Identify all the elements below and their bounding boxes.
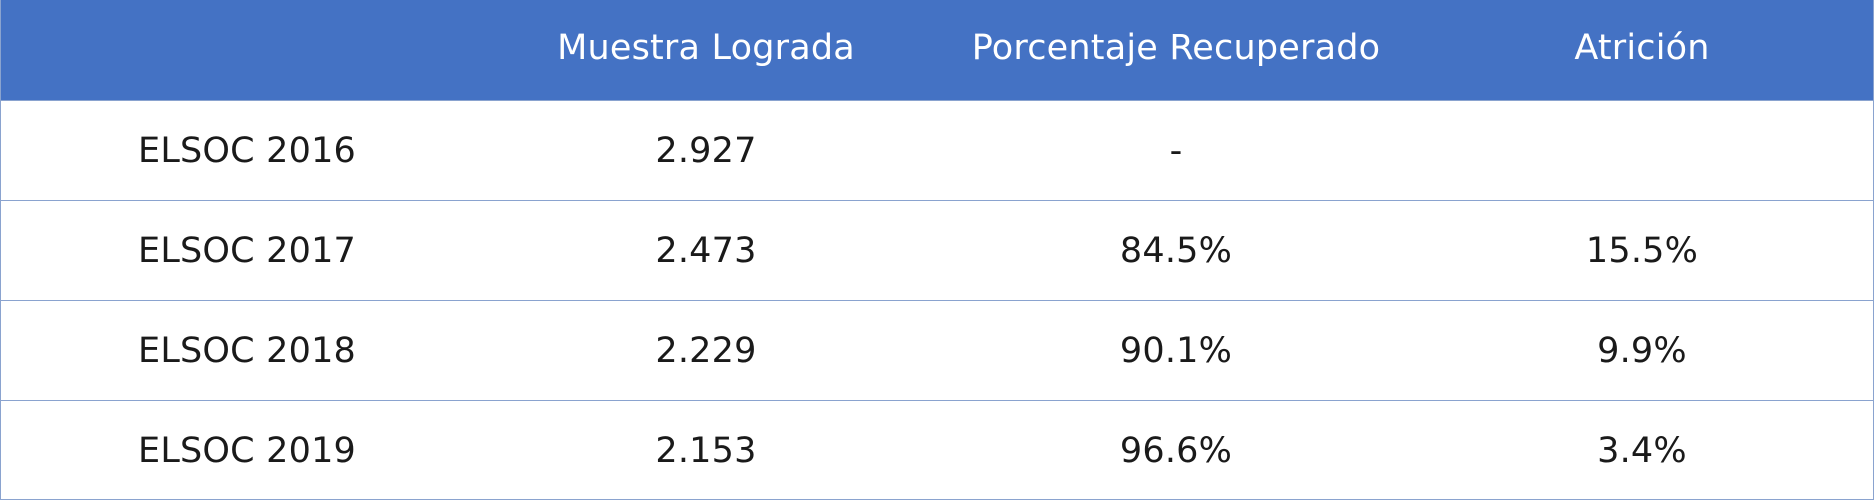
- atricion-value: 9.9%: [1597, 330, 1687, 371]
- row-label: ELSOC 2016: [138, 130, 357, 171]
- muestra-value: 2.473: [655, 230, 757, 271]
- atricion-value: [1411, 101, 1873, 200]
- row-label: ELSOC 2019: [138, 430, 357, 471]
- table-row: ELSOC 2017 2.473 84.5% 15.5%: [1, 200, 1873, 300]
- muestra-value: 2.927: [655, 130, 757, 171]
- porcentaje-value: 90.1%: [1119, 330, 1233, 371]
- muestra-value: 2.153: [655, 430, 757, 471]
- porcentaje-value: -: [1169, 130, 1183, 171]
- table-row: ELSOC 2019 2.153 96.6% 3.4%: [1, 400, 1873, 500]
- porcentaje-value: 96.6%: [1119, 430, 1233, 471]
- porcentaje-value: 84.5%: [1119, 230, 1233, 271]
- table-row: ELSOC 2016 2.927 -: [1, 100, 1873, 200]
- table-header-row: Muestra Lograda Porcentaje Recuperado At…: [1, 0, 1873, 100]
- atricion-value: 3.4%: [1597, 430, 1687, 471]
- header-cell-empty: [1, 0, 471, 100]
- row-label: ELSOC 2017: [138, 230, 357, 271]
- header-muestra-lograda: Muestra Lograda: [557, 28, 855, 68]
- table-row: ELSOC 2018 2.229 90.1% 9.9%: [1, 300, 1873, 400]
- muestra-value: 2.229: [655, 330, 757, 371]
- atricion-value: 15.5%: [1585, 230, 1699, 271]
- row-label: ELSOC 2018: [138, 330, 357, 371]
- header-atricion: Atrición: [1574, 28, 1710, 68]
- header-porcentaje-recuperado: Porcentaje Recuperado: [971, 28, 1381, 68]
